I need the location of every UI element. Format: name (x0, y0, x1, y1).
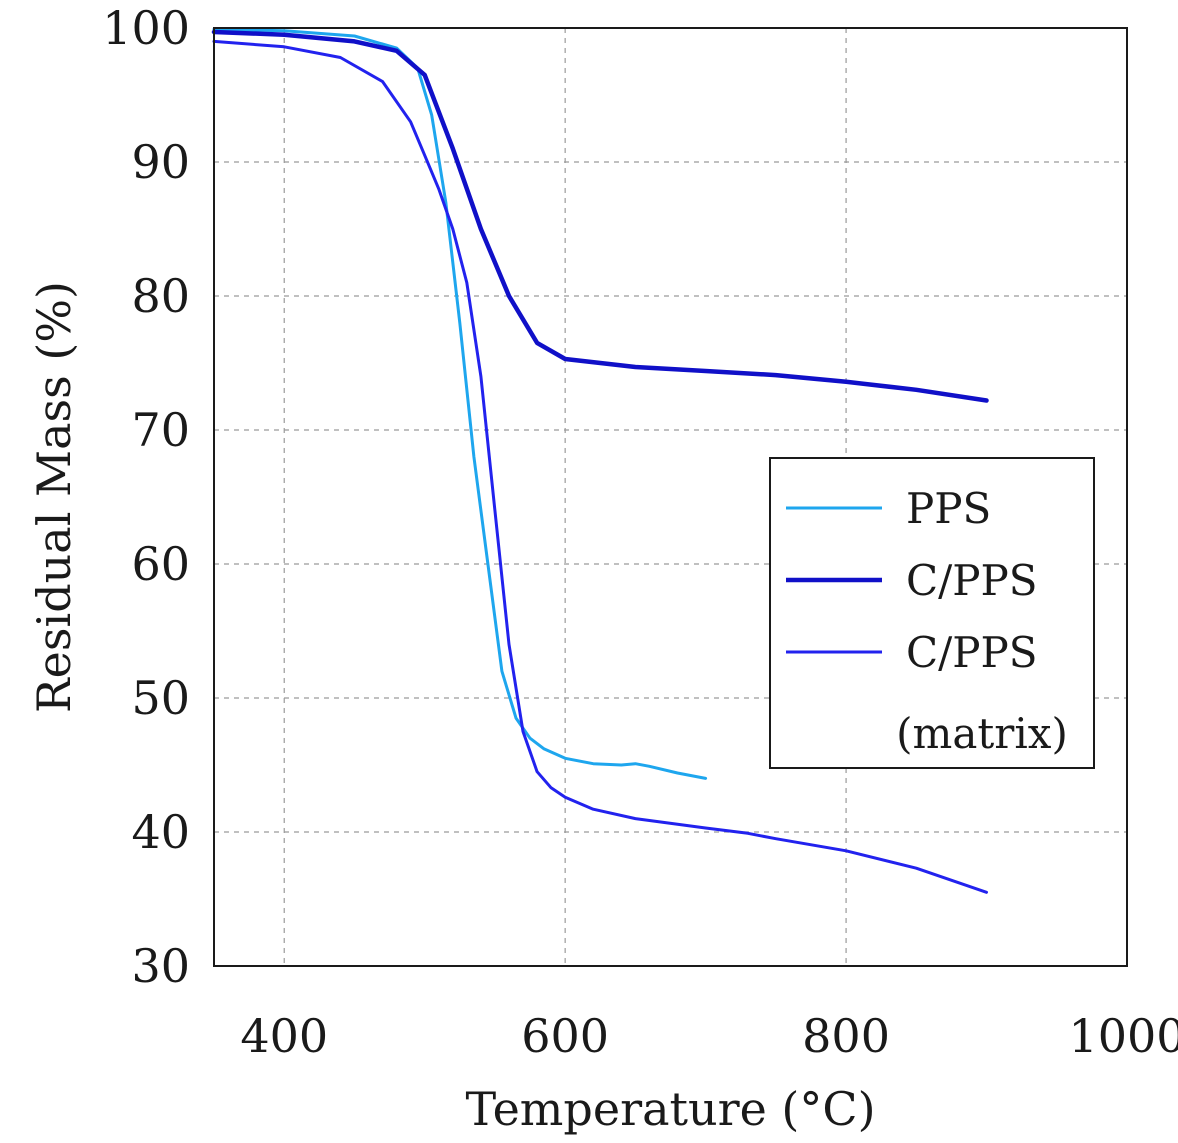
y-tick-label: 50 (131, 671, 190, 725)
legend-entry-label: PPS (906, 484, 991, 533)
y-tick-label: 80 (131, 269, 190, 323)
x-tick-label: 1000 (1068, 1009, 1178, 1063)
x-axis-label: Temperature (°C) (465, 1082, 875, 1136)
y-tick-label: 60 (131, 537, 190, 591)
legend-entry-note: (matrix) (896, 709, 1068, 758)
legend: (matrix) PPS C/PPS C/PPS (769, 457, 1095, 769)
series-group (211, 27, 989, 894)
legend-entry-label: C/PPS (906, 556, 1038, 605)
legend-entry-label: C/PPS (906, 628, 1038, 677)
y-tick-label: 90 (131, 135, 190, 189)
x-tick-label: 600 (521, 1009, 609, 1063)
plot-area-frame (213, 27, 1128, 967)
series-line-2 (211, 29, 989, 403)
y-tick-label: 70 (131, 403, 190, 457)
series-line-3 (212, 39, 988, 894)
y-tick-label: 30 (131, 939, 190, 993)
x-tick-label: 800 (802, 1009, 890, 1063)
legend-box (769, 457, 1095, 769)
tick-labels: 400 600 800 1000 30 40 50 60 70 80 90 100 (102, 1, 1178, 1063)
y-tick-label: 40 (131, 805, 190, 859)
x-tick-label: 400 (240, 1009, 328, 1063)
y-tick-label: 100 (102, 1, 190, 55)
y-axis-label: Residual Mass (%) (27, 281, 81, 713)
